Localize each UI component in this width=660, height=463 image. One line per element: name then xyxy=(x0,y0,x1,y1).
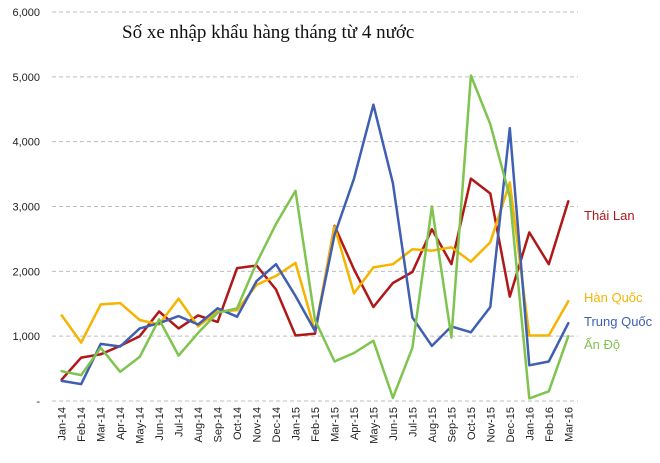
y-tick-label: 1,000 xyxy=(12,331,40,343)
x-tick-label: Aug-14 xyxy=(193,407,205,442)
x-tick-label: Sep-14 xyxy=(213,407,225,442)
series-line xyxy=(60,74,570,400)
series-lines xyxy=(60,74,570,400)
x-tick-label: Aug-15 xyxy=(427,407,439,442)
series-line xyxy=(60,177,570,381)
x-axis-ticks: Jan-14 Feb-14 Mar-14 Apr-14 May-14 Jun-14 Jul-… xyxy=(57,407,576,444)
x-tick-label: Mar-15 xyxy=(329,407,341,442)
series-label: Thái Lan xyxy=(584,208,635,223)
x-tick-label: Feb-15 xyxy=(310,407,322,442)
x-tick-label: Jul-15 xyxy=(407,407,419,437)
series-line xyxy=(60,103,570,386)
x-tick-label: Dec-15 xyxy=(505,407,517,442)
x-tick-label: Jun-15 xyxy=(388,407,400,441)
y-tick-label: 4,000 xyxy=(12,137,40,149)
y-tick-label: 3,000 xyxy=(12,202,40,214)
x-tick-label: Apr-15 xyxy=(349,407,361,440)
x-tick-label: Jan-14 xyxy=(57,407,69,441)
series-label: Ấn Độ xyxy=(584,337,620,352)
x-tick-label: Dec-14 xyxy=(271,407,283,442)
x-tick-label: Apr-14 xyxy=(115,407,127,440)
series-labels: Thái Lan Hàn Quốc Trung Quốc Ấn Độ xyxy=(584,208,653,352)
x-tick-label: Nov-14 xyxy=(252,407,264,442)
y-tick-label: 2,000 xyxy=(12,266,40,278)
x-tick-label: Oct-14 xyxy=(232,407,244,440)
x-tick-label: May-15 xyxy=(368,407,380,444)
x-tick-label: May-14 xyxy=(135,407,147,444)
x-tick-label: Jun-14 xyxy=(154,407,166,441)
series-label: Trung Quốc xyxy=(584,314,653,329)
y-tick-label: - xyxy=(36,396,40,408)
x-tick-label: Jul-14 xyxy=(174,407,186,437)
x-tick-label: Feb-14 xyxy=(76,407,88,442)
y-tick-label: 6,000 xyxy=(12,7,40,19)
x-tick-label: Feb-16 xyxy=(544,407,556,442)
x-tick-label: Nov-15 xyxy=(485,407,497,442)
y-tick-label: 5,000 xyxy=(12,72,40,84)
x-tick-label: Sep-15 xyxy=(446,407,458,442)
x-tick-label: Oct-15 xyxy=(466,407,478,440)
gridlines xyxy=(52,11,578,402)
y-axis-ticks: - 1,000 2,000 3,000 4,000 5,000 6,000 xyxy=(12,7,40,408)
x-tick-label: Mar-16 xyxy=(563,407,575,442)
x-tick-label: Mar-14 xyxy=(96,407,108,442)
chart-title: Số xe nhập khẩu hàng tháng từ 4 nước xyxy=(122,22,414,43)
x-tick-label: Jan-15 xyxy=(291,407,303,441)
series-label: Hàn Quốc xyxy=(584,290,643,305)
x-tick-label: Jan-16 xyxy=(524,407,536,441)
